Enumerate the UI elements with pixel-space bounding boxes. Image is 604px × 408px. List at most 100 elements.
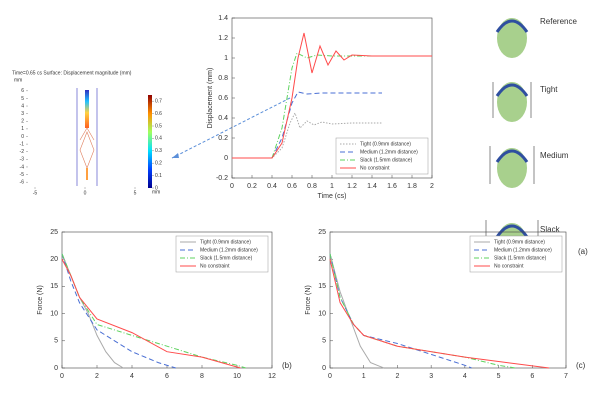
y-tick-label: 2 <box>21 119 24 125</box>
x-tick-label: 2 <box>430 183 434 190</box>
x-tick-label: 0.4 <box>267 183 277 190</box>
legend-label: No constraint <box>360 165 390 171</box>
x-tick-label: 2 <box>95 373 99 380</box>
y-tick-label: 3 <box>21 111 24 117</box>
colorbar-tick-label: 0.6 <box>155 111 162 117</box>
legend-label: Tight (0.9mm distance) <box>200 239 251 245</box>
y-tick-label: 6 <box>21 88 24 94</box>
y-tick-label: 1 <box>21 126 24 132</box>
series-line <box>329 253 472 369</box>
y-tick-label: 0.4 <box>218 115 228 122</box>
y-tick-label: 0 <box>54 365 58 372</box>
y-tick-label: 15 <box>50 283 58 290</box>
x-tick-label: 0 <box>60 373 64 380</box>
y-tick-label: -5 <box>20 172 25 178</box>
y-tick-label: 5 <box>322 338 326 345</box>
series-line <box>61 258 241 369</box>
y-tick-label: 10 <box>318 310 326 317</box>
x-tick-label: 4 <box>463 373 467 380</box>
y-axis-label: Force (N) <box>305 285 312 315</box>
diagram-label: Tight <box>540 85 558 94</box>
series-line <box>232 32 432 159</box>
diagram-label: Slack <box>540 225 561 234</box>
legend-label: Medium (1.2mm distance) <box>200 247 258 253</box>
y-tick-label: 20 <box>318 256 326 263</box>
x-tick-label: -5 <box>33 190 38 196</box>
x-tick-label: 1.2 <box>347 183 357 190</box>
x-tick-label: 7 <box>564 373 568 380</box>
legend-label: Medium (1.2mm distance) <box>360 149 418 155</box>
y-tick-label: 25 <box>318 229 326 236</box>
x-tick-label: 0.8 <box>307 183 317 190</box>
series-line <box>329 253 385 369</box>
colorbar-tick-label: 0.4 <box>155 136 162 142</box>
y-tick-label: 10 <box>50 310 58 317</box>
x-tick-label: 0.2 <box>247 183 257 190</box>
y-tick-label: 0.2 <box>218 135 228 142</box>
panel-label: (c) <box>576 361 586 370</box>
x-tick-label: 5 <box>134 190 137 196</box>
plot-area <box>329 231 567 369</box>
x-tick-label: 1.6 <box>387 183 397 190</box>
y-tick-label: -4 <box>20 164 25 170</box>
colorbar-tick-label: 0.1 <box>155 173 162 179</box>
x-tick-label: 4 <box>130 373 134 380</box>
y-tick-label: 20 <box>50 256 58 263</box>
diagram: Reference Tight Medium Slack Distance (a… <box>480 17 588 274</box>
x-tick-label: 10 <box>233 373 241 380</box>
x-tick-label: 12 <box>268 373 276 380</box>
x-tick-label: 0 <box>84 190 87 196</box>
y-tick-label: 1.2 <box>218 35 228 42</box>
legend-label: Slack (1.5mm distance) <box>494 255 547 261</box>
legend-label: Tight (0.9mm distance) <box>360 141 411 147</box>
legend-label: Medium (1.2mm distance) <box>494 247 552 253</box>
series-line <box>232 111 382 159</box>
series-line <box>232 52 432 159</box>
y-tick-label: 5 <box>21 96 24 102</box>
diagram-label: Reference <box>540 17 577 26</box>
y-axis-label: Force (N) <box>37 285 44 315</box>
x-tick-label: 0 <box>230 183 234 190</box>
colorbar-tick-label: 0.7 <box>155 99 162 105</box>
arrow-head <box>172 153 179 158</box>
legend-label: No constraint <box>200 263 230 269</box>
y-tick-label: -1 <box>20 141 25 147</box>
x-tick-label: 1.4 <box>367 183 377 190</box>
x-tick-label: 0 <box>328 373 332 380</box>
y-axis-label: Displacement (mm) <box>207 68 214 129</box>
x-tick-label: 1 <box>330 183 334 190</box>
y-tick-label: 0 <box>322 365 326 372</box>
x-tick-label: 1 <box>362 373 366 380</box>
unit-label: mm <box>152 189 160 195</box>
surface-panel: Time=0.65 cs Surface: Displacement magni… <box>12 70 160 195</box>
unit-label: mm <box>14 77 22 83</box>
y-tick-label: 0 <box>21 134 24 140</box>
y-tick-label: -3 <box>20 157 25 163</box>
membrane <box>79 127 95 169</box>
y-tick-label: 0.6 <box>218 95 228 102</box>
legend-label: Tight (0.9mm distance) <box>494 239 545 245</box>
diagram-label: Medium <box>540 151 569 160</box>
y-tick-label: -6 <box>20 180 25 186</box>
y-tick-label: 0.8 <box>218 75 228 82</box>
colorbar-tick-label: 0 <box>155 185 158 191</box>
y-tick-label: 1.4 <box>218 15 228 22</box>
y-tick-label: -2 <box>20 149 25 155</box>
colorbar <box>148 95 152 188</box>
x-tick-label: 6 <box>165 373 169 380</box>
x-tick-label: 6 <box>530 373 534 380</box>
legend-label: Slack (1.5mm distance) <box>360 157 413 163</box>
surface-title: Time=0.65 cs Surface: Displacement magni… <box>12 70 132 76</box>
panel-label: (b) <box>282 361 292 370</box>
y-tick-label: 1 <box>224 55 228 62</box>
series-line <box>61 253 124 369</box>
colorbar-tick-label: 0.5 <box>155 123 162 129</box>
y-tick-label: -0.2 <box>216 175 228 182</box>
x-axis-label: Time (cs) <box>318 193 347 200</box>
series-line <box>329 253 516 369</box>
rod <box>85 90 89 128</box>
x-tick-label: 1.8 <box>407 183 417 190</box>
series-line <box>61 253 176 369</box>
legend-label: Slack (1.5mm distance) <box>200 255 253 261</box>
colorbar-tick-label: 0.2 <box>155 161 162 167</box>
